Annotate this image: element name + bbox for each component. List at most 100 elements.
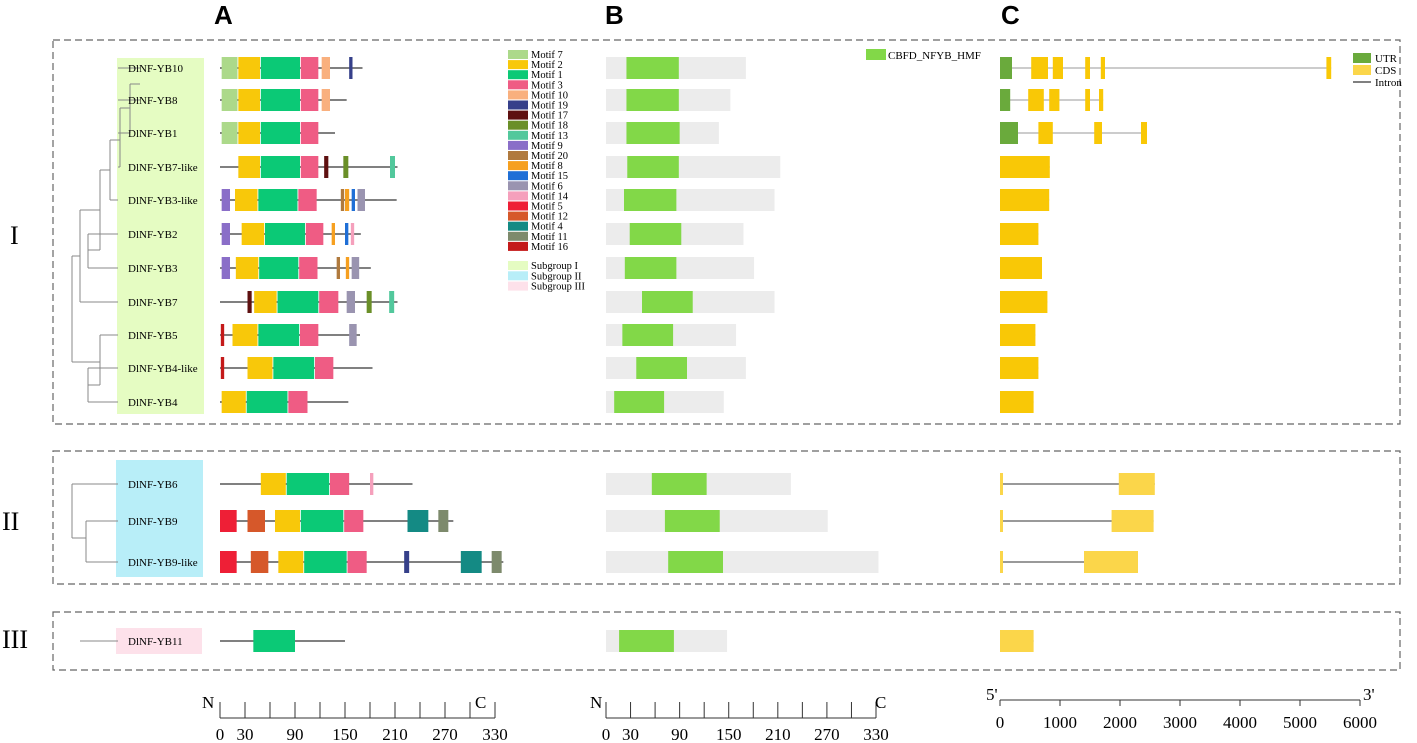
motif-legend-swatch [508,60,528,70]
motif-block [265,223,305,245]
gene-label: DlNF-YB3 [128,263,178,275]
cds-legend-label: CDS [1375,65,1396,77]
cds-block [1049,89,1060,111]
motif-block [407,510,429,532]
motif-block [345,189,350,211]
motif-block [345,223,349,245]
gene-axis-tick-label: 3000 [1163,713,1197,732]
domain-block [629,223,682,245]
motif-block [253,630,295,652]
motif-block [235,189,258,211]
cds-block [1085,89,1090,111]
motif-legend-label: Motif 12 [531,212,568,223]
gene-axis-tick-label: 2000 [1103,713,1137,732]
motif-block [247,510,265,532]
motif-legend-swatch [508,151,528,160]
gene-label: DlNF-YB5 [128,330,178,342]
motif-block [259,257,299,279]
motif-block [220,551,237,573]
cds-block [1028,89,1044,111]
utr-block [1000,122,1018,144]
motif-block [336,257,340,279]
gene-label: DlNF-YB7-like [128,162,198,174]
motif-block [389,291,395,313]
motif-legend-label: Motif 18 [531,121,568,132]
domain-block [627,156,679,178]
motif-block [254,291,277,313]
motif-block [349,324,357,346]
domain-block [626,57,679,79]
cds-block [1038,122,1053,144]
motif-block [345,257,350,279]
motif-block [340,189,345,211]
motif-block [260,473,286,495]
cds-block [1326,57,1332,79]
motif-block [250,551,269,573]
motif-legend-swatch [508,181,528,191]
motif-block [390,156,395,178]
domain-block [651,473,707,495]
utr-block [1000,89,1011,111]
cds-block [1000,391,1034,413]
motif-block [238,122,260,144]
motif-block [404,551,410,573]
motif-block [286,473,330,495]
motif-block [324,156,329,178]
cds-block [1052,57,1063,79]
motif-block [277,291,319,313]
motif-legend-swatch [508,161,528,171]
domain-block [668,551,723,573]
domain-axis-tick-label: 0 [602,725,611,743]
motif-legend-label: Motif 17 [531,111,568,122]
cds-block [1100,57,1105,79]
gene-label: DlNF-YB7 [128,297,178,309]
motif-block [350,223,355,245]
protein-axis-tick-label: 150 [332,725,358,743]
motif-block [260,156,300,178]
motif-legend-swatch [508,231,528,241]
gene-axis-5prime-label: 5' [986,685,998,704]
motif-legend-swatch [508,50,528,59]
cds-block [1000,189,1050,211]
panel-label-b: B [605,0,624,30]
panel-label-c: C [1001,0,1020,30]
motif-block [460,551,482,573]
protein-bar [606,551,879,573]
motif-block [330,473,350,495]
motif-block [299,257,318,279]
domain-block [664,510,720,532]
domain-axis-tick-label: 150 [716,725,742,743]
motif-block [351,257,360,279]
domain-block [622,324,674,346]
intron-legend-label: Intron [1375,77,1402,89]
gene-axis-tick-label: 1000 [1043,713,1077,732]
motif-legend-swatch [508,70,528,80]
motif-block [247,291,252,313]
motif-block [321,57,330,79]
subgroup-legend-swatch [508,271,528,281]
group-label-III: III [2,625,28,654]
gene-axis-tick-label: 5000 [1283,713,1317,732]
subgroup-II-strip [116,460,203,577]
gene-label: DlNF-YB10 [128,63,184,75]
motif-legend-label: Motif 1 [531,70,563,81]
motif-block [221,189,230,211]
domain-block [624,257,677,279]
domain-block [614,391,665,413]
motif-block [232,324,258,346]
gene-label: DlNF-YB3-like [128,195,198,207]
protein-axis-tick-label: 30 [237,725,254,743]
motif-legend-label: Motif 9 [531,141,563,152]
protein-axis-c-label: C [475,693,486,712]
motif-legend-swatch [508,221,528,231]
domain-axis-tick-label: 270 [814,725,840,743]
motif-legend-swatch [508,100,528,110]
cds-block [1000,473,1003,495]
cds-block [1031,57,1048,79]
cds-block [1000,630,1034,652]
subgroup-legend-swatch [508,261,528,270]
motif-block [347,551,367,573]
motif-legend-swatch [508,171,528,181]
cds-block [1141,122,1147,144]
motif-block [300,156,319,178]
